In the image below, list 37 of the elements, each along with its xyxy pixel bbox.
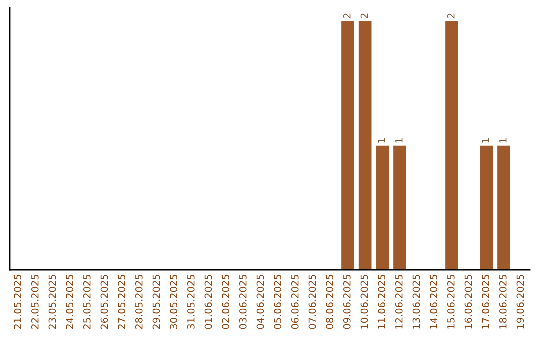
- x-tick-label: 16.06.2025: [464, 275, 472, 329]
- data-label: 1: [378, 138, 386, 143]
- x-tick-label: 28.05.2025: [135, 275, 143, 330]
- x-tick-label: 05.06.2025: [274, 275, 282, 330]
- x-tick-label: 14.06.2025: [430, 275, 438, 329]
- x-tick-label: 31.05.2025: [187, 275, 195, 330]
- x-tick-label: 06.06.2025: [291, 275, 299, 330]
- x-tick-label: 18.06.2025: [499, 275, 507, 329]
- data-label: 1: [396, 138, 403, 143]
- x-tick-label: 03.06.2025: [239, 275, 247, 330]
- x-tick-label: 13.06.2025: [412, 275, 420, 329]
- data-label: 2: [343, 14, 351, 18]
- x-tick-label: 21.05.2025: [14, 275, 22, 330]
- x-tick-label: 22.05.2025: [31, 275, 39, 330]
- x-tick-label: 12.06.2025: [395, 275, 403, 329]
- x-tick-label: 02.06.2025: [222, 275, 230, 330]
- x-tick-label: 15.06.2025: [447, 275, 455, 329]
- x-tick-label: 23.05.2025: [48, 275, 56, 330]
- x-tick-label: 07.06.2025: [308, 275, 316, 330]
- x-tick-label: 10.06.2025: [360, 275, 368, 329]
- x-tick-label: 11.06.2025: [378, 275, 386, 329]
- x-tick-label: 19.06.2025: [516, 275, 524, 329]
- x-tick-label: 25.05.2025: [83, 275, 91, 330]
- data-label: 1: [500, 138, 507, 143]
- x-tick-label: 04.06.2025: [256, 275, 264, 330]
- data-label: 2: [447, 14, 455, 18]
- x-tick-label: 08.06.2025: [326, 275, 334, 330]
- x-tick-label: 01.06.2025: [204, 275, 212, 330]
- x-tick-label: 24.05.2025: [66, 275, 74, 330]
- x-tick-label: 26.05.2025: [100, 275, 108, 330]
- x-tick-label: 17.06.2025: [482, 275, 490, 329]
- x-tick-label: 27.05.2025: [118, 275, 126, 330]
- data-label: 1: [482, 138, 490, 143]
- x-tick-label: 09.06.2025: [343, 275, 351, 330]
- x-tick-label: 29.05.2025: [152, 275, 160, 330]
- data-label: 2: [360, 14, 368, 18]
- x-tick-label: 30.05.2025: [170, 275, 178, 330]
